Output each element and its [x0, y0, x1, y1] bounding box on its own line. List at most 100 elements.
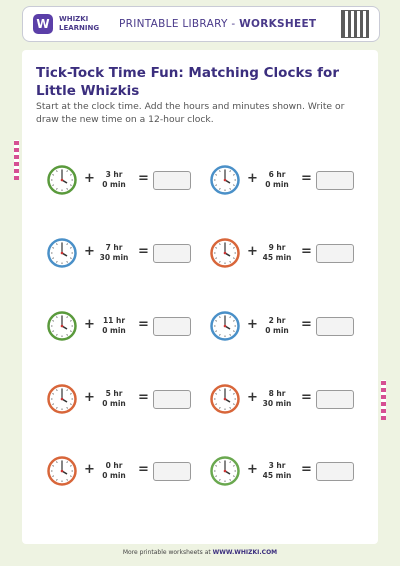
- clock-tick: [70, 247, 72, 249]
- minutes: 30 min: [99, 253, 129, 262]
- answer-box: [153, 462, 191, 481]
- clock: [47, 456, 77, 486]
- clock-tick: [56, 334, 58, 336]
- clock-center: [223, 178, 227, 182]
- clock-tick: [56, 407, 58, 409]
- clock-tick: [219, 188, 221, 190]
- clock-tick: [56, 261, 58, 263]
- amount: 7 hr 30 min: [99, 243, 129, 263]
- clock-tick: [229, 461, 231, 463]
- clock-tick: [52, 247, 54, 249]
- amount: 3 hr 0 min: [99, 170, 129, 190]
- clock-tick: [229, 334, 231, 336]
- hours: 3 hr: [105, 170, 123, 179]
- clock-tick: [229, 389, 231, 391]
- amount: 2 hr 0 min: [262, 316, 292, 336]
- clock-tick: [56, 188, 58, 190]
- clock: [210, 165, 240, 195]
- clock-tick: [52, 320, 54, 322]
- plus: +: [247, 171, 258, 186]
- clock-tick: [215, 465, 217, 467]
- instructions: Start at the clock time. Add the hours a…: [36, 101, 345, 125]
- clock-tick: [56, 479, 58, 481]
- clock-tick: [233, 184, 235, 186]
- clock-tick: [66, 461, 68, 463]
- answer-box: [316, 244, 354, 263]
- clock-tick: [219, 479, 221, 481]
- amount: 9 hr 45 min: [262, 243, 292, 263]
- clock-tick: [56, 389, 58, 391]
- equals: =: [138, 171, 149, 186]
- amount: 8 hr 30 min: [262, 389, 292, 409]
- clock-tick: [66, 261, 68, 263]
- minutes: 0 min: [102, 180, 126, 189]
- hours: 7 hr: [105, 243, 123, 252]
- clock-tick: [70, 184, 72, 186]
- clock-tick: [233, 393, 235, 395]
- clock-tick: [215, 393, 217, 395]
- clock-tick: [70, 257, 72, 259]
- clock-tick: [70, 465, 72, 467]
- hours: 9 hr: [268, 243, 286, 252]
- clock-tick: [215, 320, 217, 322]
- sheet: [22, 50, 378, 544]
- plus: +: [84, 171, 95, 186]
- equals: =: [138, 317, 149, 332]
- equals: =: [301, 317, 312, 332]
- footer: More printable worksheets at WWW.WHIZKI.…: [0, 546, 400, 560]
- hours: 8 hr: [268, 389, 286, 398]
- clock-tick: [219, 389, 221, 391]
- clock: [47, 165, 77, 195]
- answer-box: [316, 171, 354, 190]
- plus: +: [247, 244, 258, 259]
- clock-tick: [52, 393, 54, 395]
- brand-bottom: LEARNING: [59, 24, 100, 32]
- minutes: 0 min: [102, 326, 126, 335]
- clock-tick: [229, 261, 231, 263]
- plus: +: [247, 462, 258, 477]
- clock-center: [223, 251, 227, 255]
- amount: 3 hr 45 min: [262, 461, 292, 481]
- clock-center: [60, 324, 64, 328]
- clock-tick: [233, 247, 235, 249]
- clock-tick: [219, 461, 221, 463]
- clock-tick: [229, 188, 231, 190]
- plus: +: [247, 390, 258, 405]
- minutes: 45 min: [262, 253, 292, 262]
- minutes: 0 min: [102, 399, 126, 408]
- clock-tick: [66, 170, 68, 172]
- plus: +: [84, 462, 95, 477]
- hours: 6 hr: [268, 170, 286, 179]
- equals: =: [301, 244, 312, 259]
- logo: W: [33, 14, 53, 34]
- clock-tick: [233, 403, 235, 405]
- clock-tick: [219, 261, 221, 263]
- clock: [210, 384, 240, 414]
- clock-center: [60, 469, 64, 473]
- header: W WHIZKI LEARNING PRINTABLE LIBRARY - WO…: [22, 6, 380, 42]
- clock-tick: [215, 330, 217, 332]
- clock-tick: [56, 316, 58, 318]
- clock: [210, 456, 240, 486]
- hours: 2 hr: [268, 316, 286, 325]
- clock-tick: [70, 393, 72, 395]
- answer-box: [316, 390, 354, 409]
- clock-tick: [229, 316, 231, 318]
- hours: 11 hr: [102, 316, 126, 325]
- clock-tick: [66, 243, 68, 245]
- answer-box: [153, 171, 191, 190]
- footer-text: More printable worksheets at: [122, 549, 213, 556]
- equals: =: [138, 390, 149, 405]
- plus: +: [247, 317, 258, 332]
- answer-box: [316, 317, 354, 336]
- clock-tick: [66, 334, 68, 336]
- clock-tick: [70, 403, 72, 405]
- clock-center: [60, 178, 64, 182]
- clock: [210, 311, 240, 341]
- answer-box: [153, 317, 191, 336]
- amount: 6 hr 0 min: [262, 170, 292, 190]
- clock-tick: [70, 475, 72, 477]
- clock-center: [223, 397, 227, 401]
- clock-tick: [233, 174, 235, 176]
- minutes: 30 min: [262, 399, 292, 408]
